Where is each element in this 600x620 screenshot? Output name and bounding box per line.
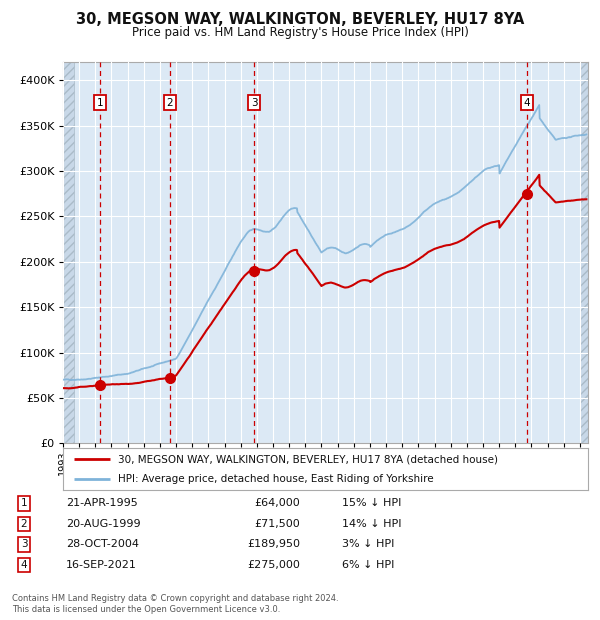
Text: 30, MEGSON WAY, WALKINGTON, BEVERLEY, HU17 8YA: 30, MEGSON WAY, WALKINGTON, BEVERLEY, HU…	[76, 12, 524, 27]
Text: 1: 1	[97, 98, 103, 108]
Text: Contains HM Land Registry data © Crown copyright and database right 2024.
This d: Contains HM Land Registry data © Crown c…	[12, 595, 338, 614]
Text: 14% ↓ HPI: 14% ↓ HPI	[342, 519, 401, 529]
Text: £189,950: £189,950	[247, 539, 300, 549]
Text: 28-OCT-2004: 28-OCT-2004	[66, 539, 139, 549]
Bar	[63, 62, 74, 443]
Text: 6% ↓ HPI: 6% ↓ HPI	[342, 560, 394, 570]
Text: HPI: Average price, detached house, East Riding of Yorkshire: HPI: Average price, detached house, East…	[118, 474, 434, 484]
Text: £71,500: £71,500	[254, 519, 300, 529]
Text: 2: 2	[166, 98, 173, 108]
Text: £64,000: £64,000	[254, 498, 300, 508]
Text: 3% ↓ HPI: 3% ↓ HPI	[342, 539, 394, 549]
Text: 2: 2	[20, 519, 28, 529]
Text: Price paid vs. HM Land Registry's House Price Index (HPI): Price paid vs. HM Land Registry's House …	[131, 26, 469, 39]
Text: 21-APR-1995: 21-APR-1995	[66, 498, 138, 508]
Text: 3: 3	[20, 539, 28, 549]
Text: 16-SEP-2021: 16-SEP-2021	[66, 560, 137, 570]
Text: 3: 3	[251, 98, 257, 108]
Text: 1: 1	[20, 498, 28, 508]
Text: £275,000: £275,000	[247, 560, 300, 570]
Text: 30, MEGSON WAY, WALKINGTON, BEVERLEY, HU17 8YA (detached house): 30, MEGSON WAY, WALKINGTON, BEVERLEY, HU…	[118, 454, 498, 464]
Text: 20-AUG-1999: 20-AUG-1999	[66, 519, 140, 529]
Text: 4: 4	[20, 560, 28, 570]
Text: 4: 4	[523, 98, 530, 108]
Bar	[580, 62, 588, 443]
Text: 15% ↓ HPI: 15% ↓ HPI	[342, 498, 401, 508]
